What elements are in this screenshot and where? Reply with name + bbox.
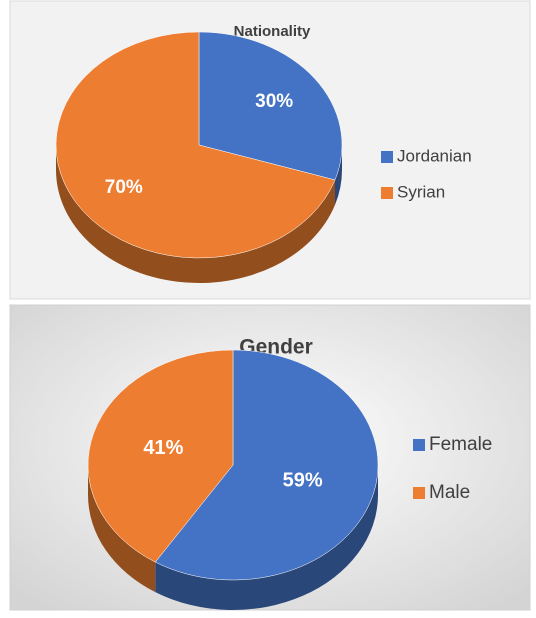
legend-label: Female bbox=[429, 434, 492, 455]
chart-title: Nationality bbox=[234, 23, 311, 40]
pie-slice-side bbox=[335, 145, 342, 205]
pie-slice-side bbox=[88, 465, 156, 593]
pie-slice bbox=[55, 31, 336, 259]
data-label: 70% bbox=[105, 177, 143, 198]
legend-label: Jordanian bbox=[397, 146, 472, 165]
legend-label: Male bbox=[429, 482, 470, 503]
pie-slice bbox=[87, 349, 234, 563]
legend-swatch bbox=[413, 439, 425, 451]
pie-slice-side bbox=[56, 145, 336, 283]
pie-slice bbox=[154, 349, 379, 581]
legend-swatch bbox=[381, 151, 393, 163]
data-label: 30% bbox=[255, 91, 293, 112]
pie-slice-side bbox=[155, 465, 378, 610]
data-label: 59% bbox=[283, 469, 323, 491]
pie-slice bbox=[198, 31, 343, 181]
legend-swatch bbox=[413, 487, 425, 499]
data-label: 41% bbox=[143, 437, 183, 459]
legend-swatch bbox=[381, 187, 393, 199]
legend-label: Syrian bbox=[397, 182, 445, 201]
